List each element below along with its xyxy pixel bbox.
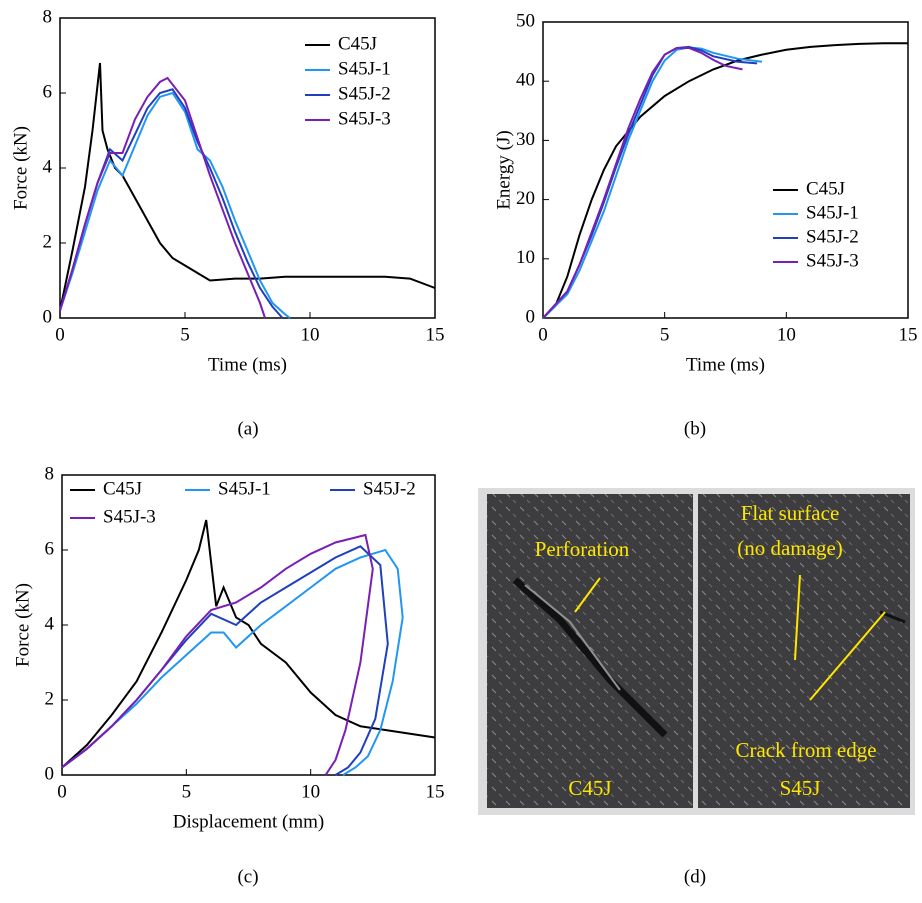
data-line [61,545,389,776]
y-tick-label: 4 [43,156,53,177]
data-line [59,62,436,311]
specimen-label: S45J [780,776,821,800]
x-tick-label: 0 [57,781,67,802]
data-line [59,91,291,319]
data-line [542,46,763,319]
panel-caption: (a) [237,418,258,439]
y-tick-label: 10 [516,247,535,268]
legend-label: C45J [806,178,845,199]
y-tick-label: 20 [516,188,535,209]
x-tick-label: 0 [55,324,65,345]
x-axis-label: Time (ms) [686,354,765,375]
legend-label: S45J-1 [806,202,859,223]
x-tick-label: 10 [777,324,796,345]
y-tick-label: 40 [516,70,535,91]
data-line [542,42,908,319]
x-tick-label: 5 [660,324,670,345]
y-axis-label: Force (kN) [10,126,31,210]
annotation: (no damage) [737,536,843,560]
data-line [61,548,404,776]
x-tick-label: 15 [426,324,445,345]
y-axis-label: Force (kN) [12,583,33,667]
y-tick-label: 2 [45,688,55,709]
y-tick-label: 4 [45,613,55,634]
x-tick-label: 15 [899,324,918,345]
y-axis-label: Energy (J) [493,130,514,209]
x-tick-label: 10 [301,324,320,345]
perforation-edge [524,584,621,691]
x-tick-label: 5 [180,324,190,345]
perforation-damage [512,577,668,738]
x-tick-label: 0 [538,324,548,345]
data-line [61,519,436,769]
legend-label: S45J-2 [806,226,859,247]
x-tick-label: 5 [182,781,192,802]
y-tick-label: 0 [45,763,55,784]
annotation: Flat surface [741,501,840,525]
legend-label: C45J [338,33,377,54]
data-line [59,76,266,319]
legend-label: C45J [103,478,142,499]
y-tick-label: 8 [43,6,53,27]
data-line [61,533,374,776]
arrow [574,577,601,613]
x-tick-label: 10 [301,781,320,802]
legend-label: S45J-3 [338,108,391,129]
x-tick-label: 15 [426,781,445,802]
legend-label: S45J-3 [103,506,156,527]
y-tick-label: 6 [45,538,55,559]
panel-caption: (b) [684,418,706,439]
annotation: Crack from edge [735,738,876,762]
legend-label: S45J-2 [338,83,391,104]
legend-label: S45J-2 [363,478,416,499]
specimen-label: C45J [568,776,611,800]
x-axis-label: Time (ms) [208,354,287,375]
y-tick-label: 2 [43,231,53,252]
legend-label: S45J-1 [338,58,391,79]
x-axis-label: Displacement (mm) [173,811,324,832]
y-tick-label: 0 [43,306,53,327]
specimen-s45j [698,494,910,808]
panel-caption: (c) [237,866,258,887]
arrow [794,574,801,661]
legend-label: S45J-1 [218,478,271,499]
legend-label: S45J-3 [806,250,859,271]
panel-caption: (d) [684,866,706,887]
photo-panel: Perforation Flat surface (no damage) Cra… [478,488,915,887]
arrow [809,611,886,701]
data-line [542,47,743,319]
plot-frame [542,21,909,319]
y-tick-label: 8 [45,463,55,484]
y-tick-label: 50 [516,10,535,31]
y-tick-label: 30 [516,129,535,150]
y-tick-label: 0 [526,306,536,327]
annotation: Perforation [535,537,630,561]
y-tick-label: 6 [43,81,53,102]
